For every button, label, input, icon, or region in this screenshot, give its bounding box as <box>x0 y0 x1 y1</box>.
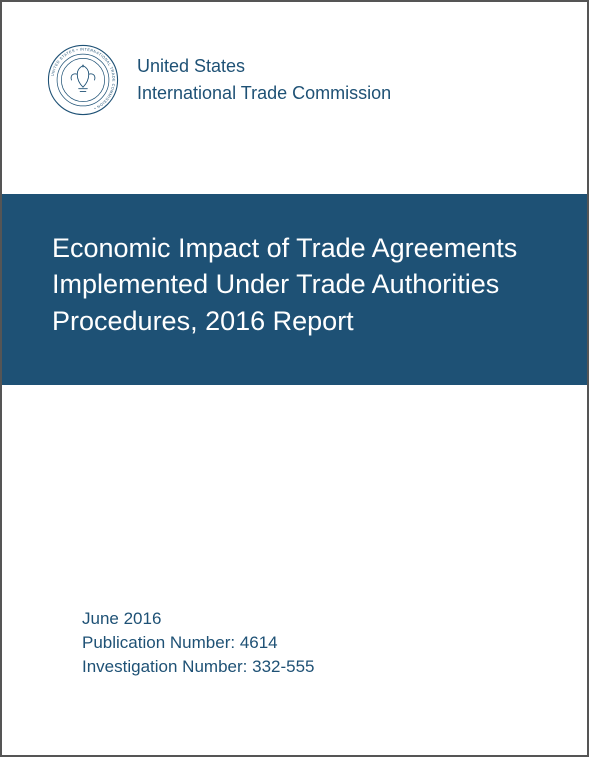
meta-publication: Publication Number: 4614 <box>82 633 315 653</box>
org-name: United States International Trade Commis… <box>137 56 391 104</box>
header-block: UNITED STATES • INTERNATIONAL TRADE COMM… <box>2 2 587 116</box>
org-line-1: United States <box>137 56 391 77</box>
agency-seal-icon: UNITED STATES • INTERNATIONAL TRADE COMM… <box>47 44 119 116</box>
inv-value: 332-555 <box>252 657 314 676</box>
pub-label: Publication Number: <box>82 633 235 652</box>
publication-meta: June 2016 Publication Number: 4614 Inves… <box>82 609 315 677</box>
meta-date: June 2016 <box>82 609 315 629</box>
inv-label: Investigation Number: <box>82 657 247 676</box>
report-title: Economic Impact of Trade Agreements Impl… <box>52 230 537 339</box>
pub-value: 4614 <box>240 633 278 652</box>
org-line-2: International Trade Commission <box>137 83 391 104</box>
meta-investigation: Investigation Number: 332-555 <box>82 657 315 677</box>
svg-text:UNITED STATES • INTERNATIONAL: UNITED STATES • INTERNATIONAL TRADE COMM… <box>51 47 116 110</box>
title-banner: Economic Impact of Trade Agreements Impl… <box>2 194 587 385</box>
